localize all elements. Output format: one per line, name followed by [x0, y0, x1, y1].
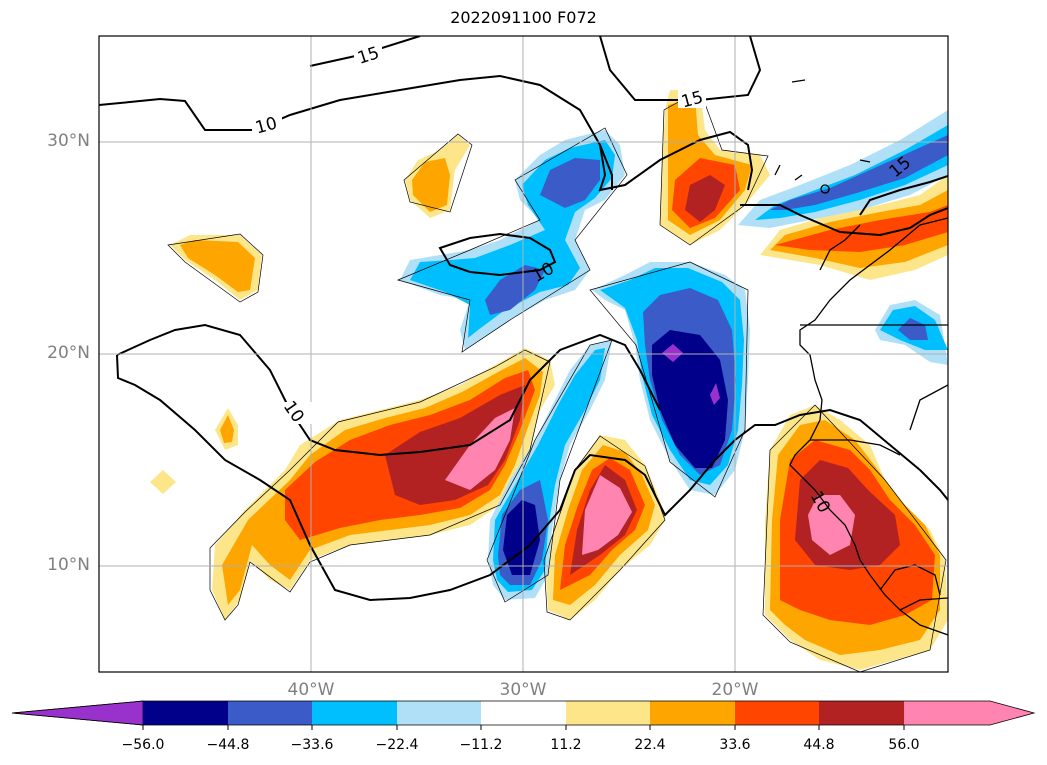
lat-label-20n: 20°N	[47, 343, 90, 363]
colorbar-segment	[904, 701, 1034, 725]
colorbar-tick-label: 44.8	[803, 737, 835, 753]
colorbar-tick-label: −44.8	[206, 737, 250, 753]
colorbar-segment	[397, 701, 481, 725]
contour-labels: 15 15 10 10 10 15 10	[252, 43, 915, 517]
grid-lines	[99, 36, 948, 672]
colorbar-tick-label: −11.2	[459, 737, 503, 753]
colorbar-segment	[143, 701, 228, 725]
colorbar-segment	[228, 701, 312, 725]
colorbar-segment	[650, 701, 735, 725]
lat-label-10n: 10°N	[47, 555, 90, 575]
colorbar-segment	[735, 701, 819, 725]
colorbar-tick-label: 11.2	[550, 737, 582, 753]
map-frame	[98, 35, 949, 673]
colorbar	[11, 700, 1036, 730]
colorbar-tick-label: −33.6	[290, 737, 334, 753]
colorbar-tick-label: −22.4	[375, 737, 419, 753]
coastline	[774, 79, 948, 636]
map-area	[99, 36, 948, 672]
colorbar-segment	[312, 701, 397, 725]
colorbar-tick-label: 56.0	[888, 737, 920, 753]
lon-label-40w: 40°W	[287, 680, 335, 700]
lon-label-20w: 20°W	[711, 680, 759, 700]
colorbar-extend-min	[11, 700, 144, 726]
colorbar-segment	[566, 701, 650, 725]
colorbar-tick-label: 22.4	[634, 737, 666, 753]
colorbar-segment	[819, 701, 904, 725]
colorbar-segment	[481, 701, 566, 725]
colorbar-tick-label: −56.0	[121, 737, 165, 753]
map-title: 2022091100 F072	[450, 8, 597, 27]
lat-label-30n: 30°N	[47, 131, 90, 151]
lon-label-30w: 30°W	[499, 680, 547, 700]
colorbar-tick-label: 33.6	[719, 737, 751, 753]
